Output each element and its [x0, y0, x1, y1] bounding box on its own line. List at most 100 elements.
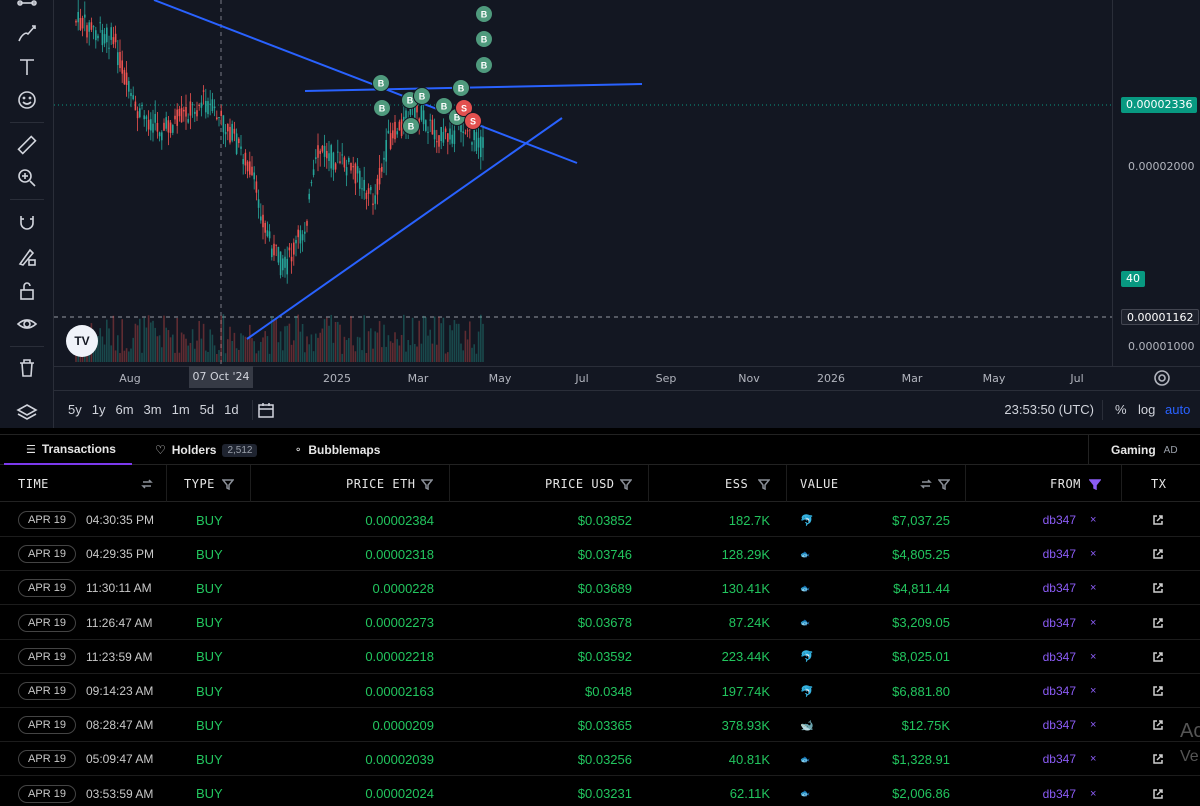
range-1m[interactable]: 1m [171, 402, 190, 417]
external-link-icon[interactable] [1152, 708, 1164, 742]
clear-filter-icon[interactable]: × [1090, 719, 1097, 732]
tab-bubblemaps[interactable]: ⚬ Bubblemaps [294, 435, 380, 465]
external-link-icon[interactable] [1152, 537, 1164, 571]
buy-marker [402, 117, 420, 135]
volume-bar [211, 334, 214, 362]
brush-tool-icon[interactable] [13, 19, 41, 47]
magnet-icon[interactable] [13, 209, 41, 237]
external-link-icon[interactable] [1152, 742, 1164, 776]
external-link-icon[interactable] [1152, 606, 1164, 640]
external-link-icon[interactable] [1152, 640, 1164, 674]
table-row[interactable]: APR 19 04:30:35 PM BUY 0.00002384 $0.038… [0, 503, 1200, 537]
tab-holders[interactable]: ♡ Holders 2,512 [155, 435, 258, 465]
candle-body [101, 29, 104, 46]
header-tx: TX [1151, 476, 1167, 491]
candle-body [244, 152, 247, 166]
dolphin-icon: 🐬 [800, 514, 814, 527]
gear-icon[interactable] [1153, 369, 1171, 387]
table-row[interactable]: APR 19 09:14:23 AM BUY 0.00002163 $0.034… [0, 674, 1200, 708]
log-toggle[interactable]: log [1138, 402, 1156, 417]
from-link[interactable]: db347 [1042, 615, 1076, 630]
eye-icon[interactable] [13, 310, 41, 338]
range-1y[interactable]: 1y [91, 402, 106, 417]
transactions-table: TIME TYPE PRICE ETH PRICE USD ESS VALUE … [0, 465, 1200, 806]
volume-bar [387, 335, 390, 362]
volume-bar [295, 316, 297, 362]
volume-bar [385, 346, 387, 362]
date-pill: APR 19 [18, 716, 76, 735]
utc-clock[interactable]: 23:53:50 (UTC) [1004, 402, 1094, 417]
ad-box[interactable]: Gaming AD [1088, 435, 1200, 465]
percent-toggle[interactable]: % [1115, 402, 1127, 417]
range-5y[interactable]: 5y [68, 402, 82, 417]
filter-icon[interactable] [222, 465, 234, 502]
time-tick: Mar [901, 372, 923, 385]
panel-tabs: ☰ Transactions ♡ Holders 2,512 ⚬ Bubblem… [0, 434, 1200, 465]
table-row[interactable]: APR 19 11:23:59 AM BUY 0.00002218 $0.035… [0, 640, 1200, 674]
clear-filter-icon[interactable]: × [1090, 685, 1097, 697]
lock-drawing-icon[interactable] [13, 243, 41, 271]
volume-bar [229, 326, 231, 362]
table-row[interactable]: APR 19 04:29:35 PM BUY 0.00002318 $0.037… [0, 537, 1200, 572]
filter-icon[interactable] [421, 465, 433, 502]
range-5d[interactable]: 5d [199, 402, 215, 417]
filter-icon[interactable] [620, 465, 632, 502]
from-link[interactable]: db347 [1042, 752, 1076, 767]
tab-transactions[interactable]: ☰ Transactions [4, 435, 132, 465]
date-range-icon[interactable] [257, 400, 277, 420]
sort-icon[interactable] [141, 465, 153, 502]
range-6m[interactable]: 6m [115, 402, 134, 417]
candle-body [310, 182, 313, 184]
volume-bar [365, 353, 368, 362]
candle-body [161, 132, 163, 141]
unlock-icon[interactable] [13, 277, 41, 305]
clear-filter-icon[interactable]: × [1090, 616, 1097, 629]
candle-body [418, 118, 420, 126]
external-link-icon[interactable] [1152, 777, 1164, 806]
external-link-icon[interactable] [1152, 503, 1164, 537]
candle-body [136, 111, 139, 119]
from-link[interactable]: db347 [1042, 513, 1076, 527]
clear-filter-icon[interactable]: × [1090, 514, 1097, 526]
clear-filter-icon[interactable]: × [1090, 582, 1097, 595]
table-row[interactable]: APR 19 08:28:47 AM BUY 0.0000209 $0.0336… [0, 708, 1200, 743]
zoom-in-icon[interactable] [13, 164, 41, 192]
table-row[interactable]: APR 19 03:53:59 AM BUY 0.00002024 $0.032… [0, 777, 1200, 806]
ruler-tool-icon[interactable] [13, 131, 41, 159]
chart-bottom-bar: 5y 1y 6m 3m 1m 5d 1d 23:53:50 (UTC) % lo… [54, 390, 1200, 428]
text-tool-icon[interactable] [13, 53, 41, 81]
layers-icon[interactable] [13, 399, 41, 427]
from-link[interactable]: db347 [1042, 786, 1076, 801]
table-row[interactable]: APR 19 05:09:47 AM BUY 0.00002039 $0.032… [0, 742, 1200, 777]
range-1d[interactable]: 1d [224, 402, 239, 417]
trash-icon[interactable] [13, 354, 41, 382]
from-link[interactable]: db347 [1042, 649, 1076, 664]
external-link-icon[interactable] [1152, 571, 1164, 605]
clear-filter-icon[interactable]: × [1090, 753, 1097, 766]
from-link[interactable]: db347 [1042, 684, 1076, 698]
from-link[interactable]: db347 [1042, 547, 1076, 562]
sort-icon[interactable] [920, 465, 932, 502]
clear-filter-icon[interactable]: × [1090, 548, 1097, 561]
from-link[interactable]: db347 [1042, 581, 1076, 596]
auto-toggle[interactable]: auto [1165, 402, 1191, 417]
candle-body [271, 248, 273, 258]
volume-bar [451, 330, 453, 362]
table-row[interactable]: APR 19 11:26:47 AM BUY 0.00002273 $0.036… [0, 606, 1200, 640]
candle-body [354, 163, 357, 184]
table-row[interactable]: APR 19 11:30:11 AM BUY 0.0000228 $0.0368… [0, 571, 1200, 606]
volume-bar [169, 337, 172, 362]
range-3m[interactable]: 3m [143, 402, 162, 417]
filter-active-icon[interactable] [1089, 465, 1101, 502]
candle-body [275, 244, 277, 246]
trendline-tool-icon[interactable] [13, 0, 41, 20]
clear-filter-icon[interactable]: × [1090, 787, 1097, 800]
filter-icon[interactable] [758, 465, 770, 502]
filter-icon[interactable] [938, 465, 950, 502]
external-link-icon[interactable] [1152, 674, 1164, 708]
from-link[interactable]: db347 [1042, 718, 1076, 733]
clear-filter-icon[interactable]: × [1090, 650, 1097, 663]
value-cell: $4,805.25 [892, 546, 950, 562]
emoji-tool-icon[interactable] [13, 86, 41, 114]
